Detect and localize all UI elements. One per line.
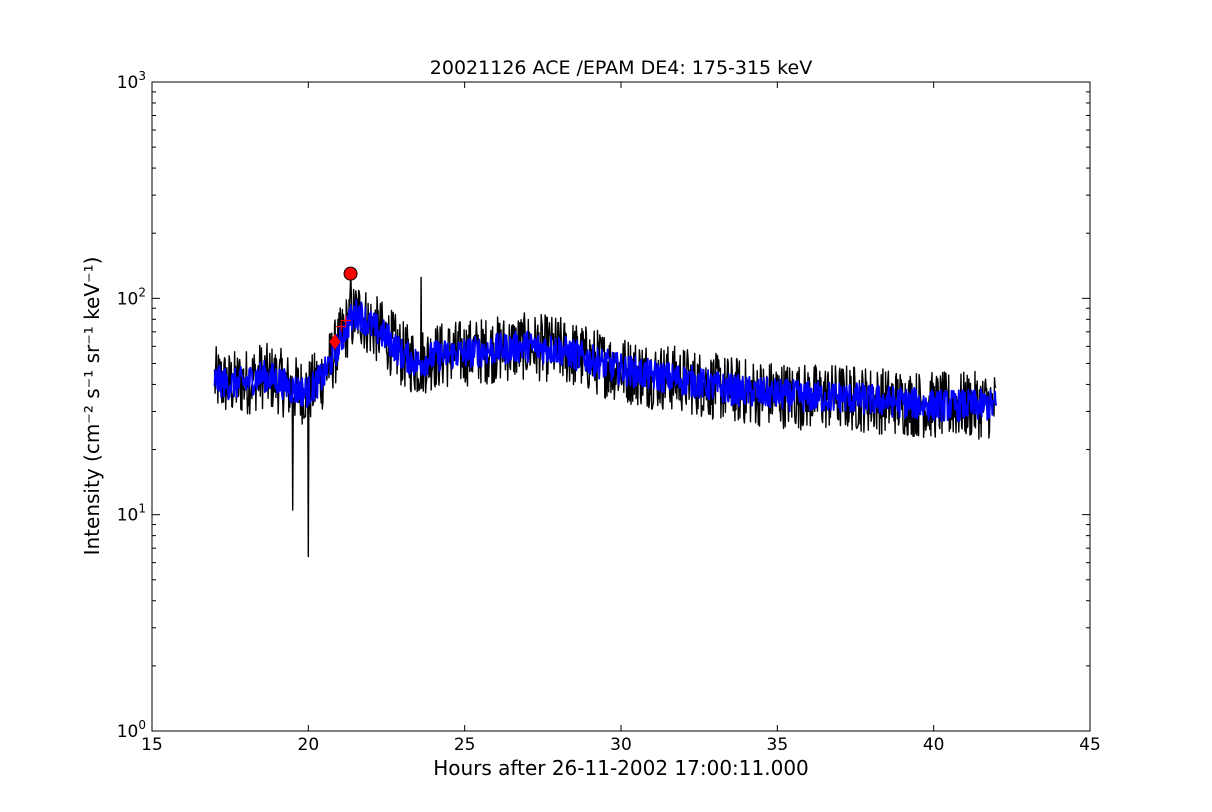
- x-tick-label: 30: [610, 735, 632, 755]
- marker-plus: [340, 315, 351, 326]
- y-tick-label: 102: [117, 285, 146, 309]
- marker-plus: [336, 321, 347, 332]
- y-axis-label: Intensity (cm⁻² s⁻¹ sr⁻¹ keV⁻¹): [80, 257, 104, 556]
- x-axis-ticks: 15 20 25 30 35 40 45: [141, 82, 1101, 755]
- x-tick-label: 40: [923, 735, 945, 755]
- chart-title: 20021126 ACE /EPAM DE4: 175-315 keV: [430, 57, 812, 79]
- y-tick-label: 101: [117, 502, 146, 526]
- y-axis-ticks: 100 101 102 103: [117, 69, 1090, 742]
- peak-marker-circle: [343, 266, 358, 281]
- x-tick-label: 45: [1079, 735, 1101, 755]
- series-line-smoothed: [213, 299, 998, 423]
- plot-area: [213, 266, 998, 558]
- x-tick-label: 20: [298, 735, 320, 755]
- marker-layer: [329, 266, 358, 350]
- x-tick-label: 35: [767, 735, 789, 755]
- x-tick-label: 25: [454, 735, 476, 755]
- series-line-raw: [213, 273, 997, 558]
- x-tick-label: 15: [141, 735, 163, 755]
- onset-marker-diamond: [329, 333, 341, 350]
- y-tick-label: 103: [117, 69, 146, 93]
- series-layer: [213, 273, 998, 558]
- x-axis-label: Hours after 26-11-2002 17:00:11.000: [433, 756, 809, 780]
- y-tick-label: 100: [117, 718, 146, 742]
